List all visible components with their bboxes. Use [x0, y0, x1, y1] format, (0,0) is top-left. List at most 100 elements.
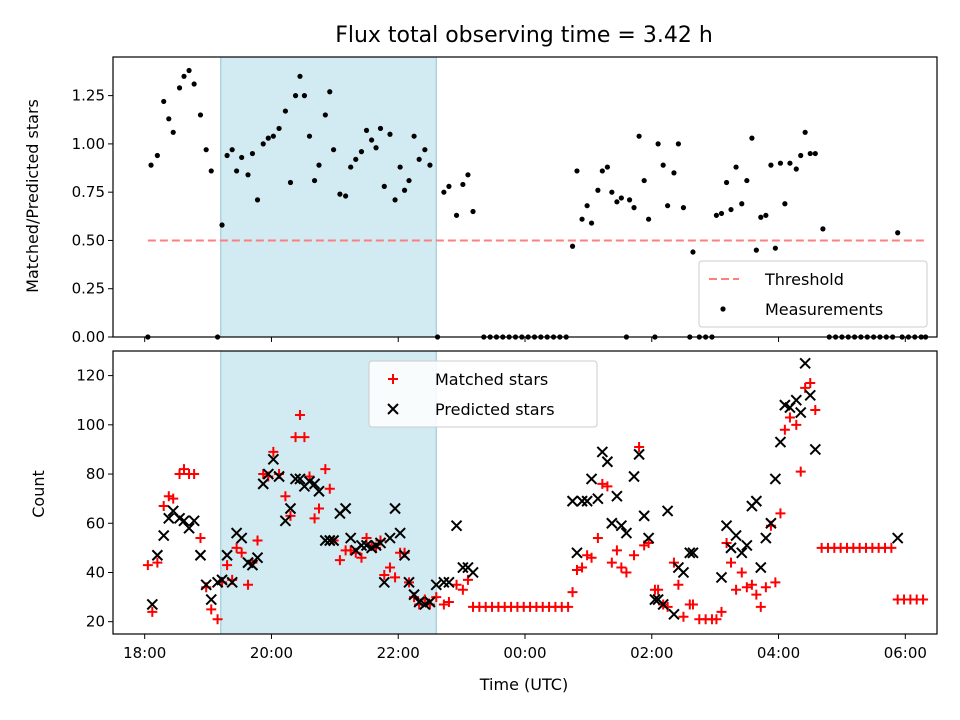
top-series-measurements-point [373, 145, 379, 151]
bottom-series-matched-stars-point [356, 552, 367, 563]
top-series-measurements-point [812, 150, 818, 157]
top-series-measurements-point [358, 149, 365, 155]
top-series-measurements-point [641, 177, 647, 184]
bottom-series-predicted-stars-point [257, 478, 269, 490]
bottom-x-tick-label: 18:00 [123, 644, 166, 662]
top-y-tick-label: 0.50 [72, 231, 105, 249]
bottom-legend-label: Matched stars [435, 370, 548, 389]
top-series-measurements-point [282, 108, 289, 114]
top-legend-label: Measurements [765, 300, 883, 319]
bottom-series-predicted-stars-point [457, 561, 469, 574]
bottom-series-matched-stars-point [795, 466, 806, 477]
top-series-measurements-point [446, 183, 452, 189]
top-y-tick-label: 0.00 [72, 328, 105, 346]
top-series-measurements-point [181, 73, 187, 79]
bottom-series-predicted-stars-point [205, 593, 217, 606]
x-axis-label: Time (UTC) [479, 675, 568, 694]
top-series-measurements-point [176, 85, 183, 91]
top-series-measurements-point [292, 93, 299, 99]
bottom-series-matched-stars-point [711, 614, 722, 625]
top-series-measurements-point [260, 141, 266, 147]
bottom-series-matched-stars-point [577, 562, 588, 573]
top-y-tick-label: 1.00 [72, 135, 105, 153]
top-series-measurements-point [728, 206, 734, 213]
bottom-series-predicted-stars-point [235, 532, 248, 544]
top-series-measurements-point [655, 141, 661, 147]
bottom-series-matched-stars-point [653, 584, 664, 595]
top-series-measurements-point [301, 93, 308, 99]
bottom-series-matched-stars-point [345, 545, 356, 556]
top-series-measurements-point [208, 168, 214, 174]
top-series-measurements-point [161, 98, 167, 105]
bottom-series-predicted-stars-point [809, 443, 822, 456]
bottom-series-matched-stars-point [236, 547, 247, 558]
bottom-series-matched-stars-point [142, 560, 153, 571]
bottom-series-predicted-stars-point [339, 502, 352, 515]
bottom-legend-swatch [388, 374, 398, 384]
bottom-series-matched-stars-point [379, 569, 390, 580]
top-series-measurements-point [660, 162, 666, 168]
top-series-measurements-point [768, 162, 774, 168]
top-y-tick-label: 0.75 [72, 183, 105, 201]
bottom-series-predicted-stars-point [795, 406, 807, 419]
top-legend-label: Threshold [764, 270, 844, 289]
bottom-series-predicted-stars-point [687, 547, 699, 559]
top-y-axis-label: Matched/Predicted stars [23, 99, 42, 293]
bottom-series-predicted-stars-point [804, 389, 816, 402]
bottom-series-matched-stars-point [621, 567, 632, 578]
bottom-series-predicted-stars-point [424, 596, 436, 608]
top-series-measurements-point [584, 203, 590, 209]
top-series-measurements-point [343, 193, 349, 199]
top-series-measurements-point [392, 197, 398, 203]
bottom-series-matched-stars-point [206, 604, 217, 615]
bottom-series-predicted-stars-point [668, 608, 680, 621]
bottom-series-predicted-stars-point [294, 473, 306, 485]
top-series-measurements-point [713, 212, 720, 218]
bottom-series-predicted-stars-point [151, 549, 164, 561]
top-series-measurements-point [763, 212, 769, 218]
bottom-series-predicted-stars-point [576, 495, 588, 507]
bottom-x-tick-label: 00:00 [503, 644, 546, 662]
top-series-measurements-point [798, 152, 804, 159]
bottom-series-matched-stars-point [324, 483, 335, 494]
bottom-series-matched-stars-point [673, 579, 684, 590]
bottom-series-matched-stars-point [158, 501, 169, 512]
bottom-series-predicted-stars-point [638, 510, 650, 522]
bottom-x-tick-label: 06:00 [884, 644, 927, 662]
top-series-measurements-point [675, 141, 681, 147]
bottom-series-predicted-stars-point [374, 537, 387, 549]
bottom-series-matched-stars-point [751, 589, 762, 600]
top-series-measurements-point [363, 127, 370, 133]
bottom-series-matched-stars-point [147, 606, 158, 617]
top-series-measurements-point [718, 210, 725, 217]
top-series-measurements-point [397, 164, 403, 170]
top-series-measurements-point [671, 170, 677, 176]
top-series-measurements-point [618, 195, 624, 201]
bottom-series-matched-stars-point [567, 587, 578, 598]
bottom-series-predicted-stars-point [262, 468, 274, 480]
top-series-measurements-point [276, 125, 282, 132]
bottom-legend-label: Predicted stars [435, 400, 555, 419]
bottom-series-matched-stars-point [775, 508, 786, 519]
top-shaded-span [220, 56, 437, 338]
bottom-series-matched-stars-point [731, 584, 742, 595]
top-series-measurements-point [895, 230, 901, 236]
top-series-measurements-point [636, 133, 642, 139]
bottom-series-matched-stars-point [760, 582, 771, 593]
top-series-measurements-point [569, 243, 576, 249]
top-series-measurements-point [369, 137, 375, 143]
bottom-series-matched-stars-point [178, 464, 189, 475]
bottom-series-predicted-stars-point [611, 490, 623, 502]
bottom-series-predicted-stars-point [378, 576, 390, 589]
bottom-series-predicted-stars-point [642, 532, 655, 544]
top-series-measurements-point [219, 222, 225, 228]
bottom-series-matched-stars-point [438, 599, 449, 610]
bottom-series-predicted-stars-point [755, 561, 767, 574]
top-series-measurements-point [723, 179, 730, 186]
chart-title: Flux total observing time = 3.42 h [335, 23, 713, 48]
bottom-series-matched-stars-point [736, 567, 747, 578]
top-series-measurements-point [311, 177, 318, 184]
bottom-series-predicted-stars-point [769, 473, 782, 485]
top-series-measurements-point [148, 162, 154, 168]
